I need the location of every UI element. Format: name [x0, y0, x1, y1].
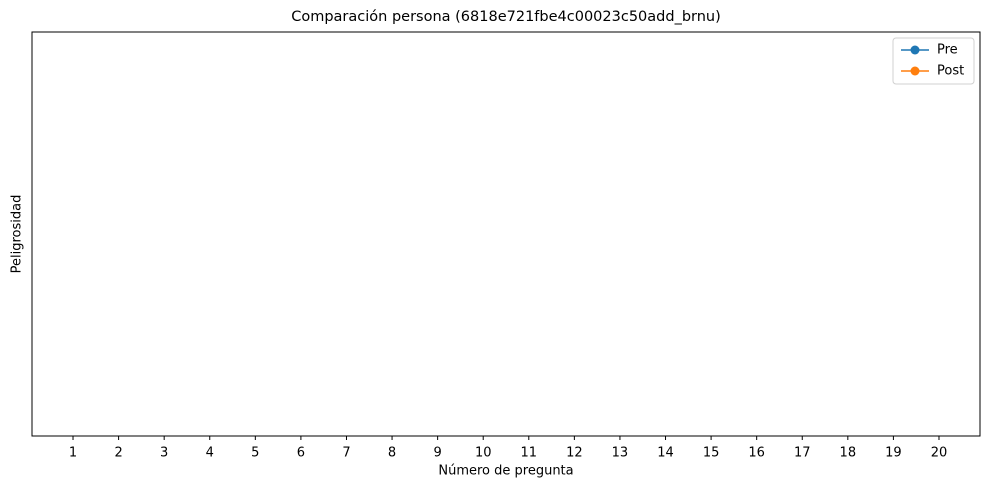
- legend-label: Pre: [937, 43, 958, 58]
- x-tick-label: 1: [69, 446, 77, 461]
- x-tick-label: 18: [840, 446, 857, 461]
- x-tick-label: 9: [433, 446, 441, 461]
- x-tick-label: 10: [475, 446, 492, 461]
- y-axis-label: Peligrosidad: [10, 195, 25, 274]
- x-tick-label: 4: [206, 446, 214, 461]
- x-tick-label: 16: [748, 446, 765, 461]
- x-tick-label: 8: [388, 446, 396, 461]
- legend-marker: [910, 45, 920, 55]
- legend-marker: [910, 66, 920, 76]
- x-tick-label: 7: [342, 446, 350, 461]
- x-tick-label: 12: [566, 446, 583, 461]
- plot-frame: [31, 31, 981, 437]
- x-tick-label: 20: [931, 446, 948, 461]
- x-tick-label: 15: [703, 446, 720, 461]
- x-tick-label: 14: [657, 446, 674, 461]
- x-tick-label: 3: [160, 446, 168, 461]
- chart-title: Comparación persona (6818e721fbe4c00023c…: [291, 9, 721, 25]
- x-tick-label: 13: [612, 446, 629, 461]
- x-tick-label: 11: [521, 446, 538, 461]
- x-tick-label: 19: [885, 446, 902, 461]
- x-tick-label: 5: [251, 446, 259, 461]
- x-axis-label: Número de pregunta: [438, 464, 573, 479]
- x-tick-label: 6: [297, 446, 305, 461]
- x-tick-label: 17: [794, 446, 811, 461]
- x-tick-label: 2: [114, 446, 122, 461]
- legend-label: Post: [937, 64, 964, 79]
